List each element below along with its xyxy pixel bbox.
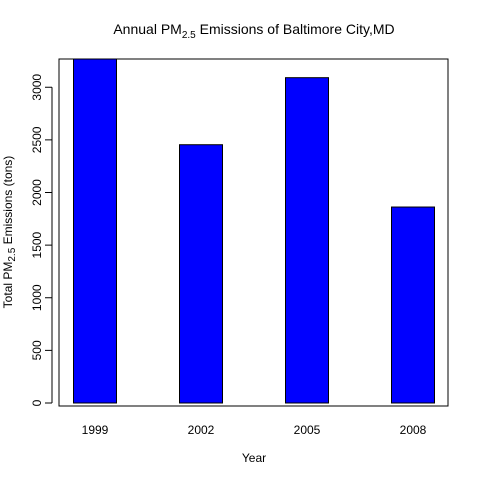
bar-2008 xyxy=(391,206,435,404)
x-axis-tick-labels: 1999 2002 2005 2008 xyxy=(82,423,427,437)
y-tick-label-1500: 1500 xyxy=(30,231,44,258)
bars-group xyxy=(73,58,435,404)
bar-1999 xyxy=(73,58,117,404)
bar-2005 xyxy=(285,77,329,404)
chart-title: Annual PM2.5 Emissions of Baltimore City… xyxy=(113,21,394,41)
y-axis: 0 500 1000 1500 2000 2500 3000 xyxy=(30,74,53,406)
y-tick-label-0: 0 xyxy=(30,399,44,406)
y-tick-label-1000: 1000 xyxy=(30,284,44,311)
bar-2002 xyxy=(179,144,223,404)
x-tick-label-2005: 2005 xyxy=(294,423,321,437)
y-tick-label-2000: 2000 xyxy=(30,179,44,206)
x-tick-label-1999: 1999 xyxy=(82,423,109,437)
x-tick-label-2008: 2008 xyxy=(400,423,427,437)
y-tick-label-2500: 2500 xyxy=(30,126,44,153)
y-tick-label-3000: 3000 xyxy=(30,74,44,101)
x-axis-label: Year xyxy=(242,451,266,465)
y-axis-label: Total PM2.5 Emissions (tons) xyxy=(1,156,18,309)
x-tick-label-2002: 2002 xyxy=(188,423,215,437)
y-tick-label-500: 500 xyxy=(30,340,44,360)
plot-frame xyxy=(58,58,449,407)
